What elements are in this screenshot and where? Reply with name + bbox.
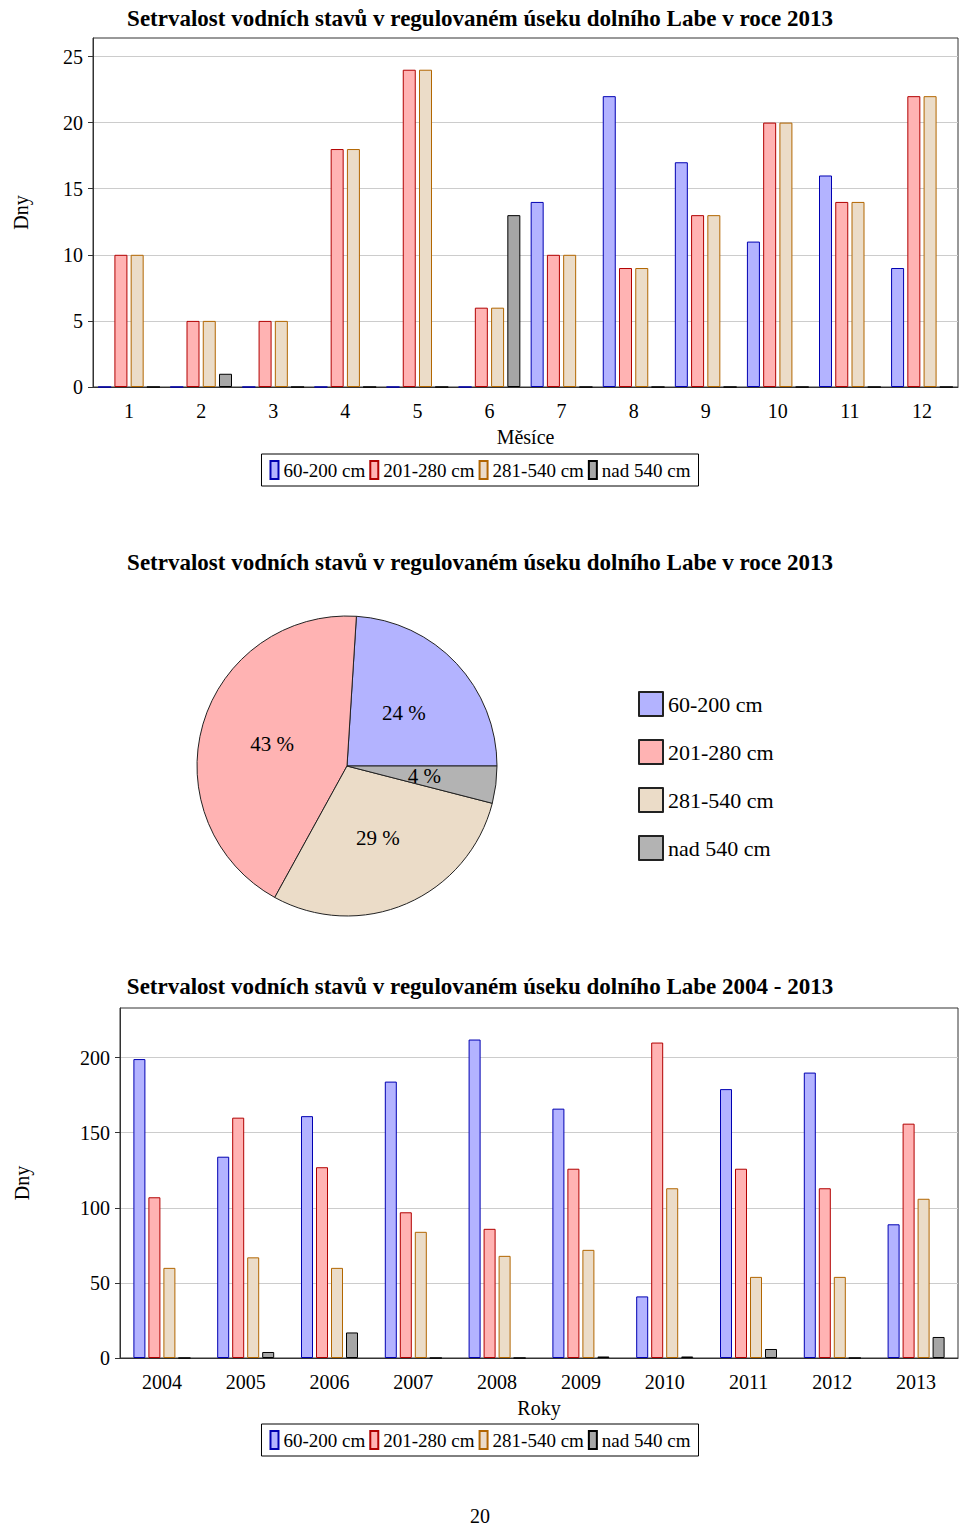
svg-text:2: 2	[196, 400, 206, 422]
svg-text:0: 0	[100, 1347, 110, 1369]
svg-text:nad 540 cm: nad 540 cm	[602, 460, 691, 481]
svg-text:Setrvalost vodních stavů v reg: Setrvalost vodních stavů v regulovaném ú…	[127, 6, 833, 31]
svg-text:43 %: 43 %	[250, 732, 294, 756]
svg-text:Dny: Dny	[10, 195, 33, 229]
svg-text:15: 15	[63, 178, 83, 200]
svg-text:4 %: 4 %	[408, 764, 441, 788]
svg-text:7: 7	[557, 400, 567, 422]
svg-text:Měsíce: Měsíce	[497, 426, 555, 448]
svg-text:2013: 2013	[896, 1371, 936, 1393]
svg-text:100: 100	[80, 1197, 110, 1219]
svg-text:281-540 cm: 281-540 cm	[493, 1430, 585, 1451]
svg-text:11: 11	[840, 400, 859, 422]
svg-text:9: 9	[701, 400, 711, 422]
svg-text:2005: 2005	[226, 1371, 266, 1393]
svg-text:60-200 cm: 60-200 cm	[283, 1430, 365, 1451]
svg-text:nad 540 cm: nad 540 cm	[668, 836, 771, 861]
svg-text:8: 8	[629, 400, 639, 422]
svg-text:2012: 2012	[812, 1371, 852, 1393]
svg-text:2008: 2008	[477, 1371, 517, 1393]
svg-text:1: 1	[124, 400, 134, 422]
svg-text:201-280 cm: 201-280 cm	[383, 460, 475, 481]
svg-text:201-280 cm: 201-280 cm	[383, 1430, 475, 1451]
svg-text:2006: 2006	[310, 1371, 350, 1393]
svg-text:5: 5	[412, 400, 422, 422]
svg-text:281-540 cm: 281-540 cm	[493, 460, 585, 481]
svg-text:20: 20	[63, 112, 83, 134]
svg-text:10: 10	[768, 400, 788, 422]
html-text:20: 20	[470, 1505, 490, 1527]
svg-text:5: 5	[73, 310, 83, 332]
svg-text:2007: 2007	[393, 1371, 433, 1393]
svg-text:12: 12	[912, 400, 932, 422]
svg-text:201-280 cm: 201-280 cm	[668, 740, 774, 765]
svg-text:4: 4	[340, 400, 350, 422]
svg-text:200: 200	[80, 1047, 110, 1069]
svg-text:Dny: Dny	[11, 1166, 34, 1200]
svg-text:2009: 2009	[561, 1371, 601, 1393]
svg-text:150: 150	[80, 1122, 110, 1144]
svg-text:60-200 cm: 60-200 cm	[668, 692, 763, 717]
svg-text:281-540 cm: 281-540 cm	[668, 788, 774, 813]
svg-text:10: 10	[63, 244, 83, 266]
svg-text:2011: 2011	[729, 1371, 768, 1393]
svg-text:25: 25	[63, 46, 83, 68]
svg-text:nad 540 cm: nad 540 cm	[602, 1430, 691, 1451]
svg-text:Setrvalost vodních stavů v reg: Setrvalost vodních stavů v regulovaném ú…	[127, 550, 833, 575]
svg-text:2004: 2004	[142, 1371, 182, 1393]
svg-text:3: 3	[268, 400, 278, 422]
svg-text:Roky: Roky	[517, 1397, 560, 1420]
svg-text:24 %: 24 %	[382, 701, 426, 725]
svg-text:50: 50	[90, 1272, 110, 1294]
svg-text:60-200 cm: 60-200 cm	[283, 460, 365, 481]
svg-text:29 %: 29 %	[356, 826, 400, 850]
svg-text:6: 6	[484, 400, 494, 422]
svg-text:2010: 2010	[645, 1371, 685, 1393]
svg-text:0: 0	[73, 376, 83, 398]
svg-text:Setrvalost vodních stavů v reg: Setrvalost vodních stavů v regulovaném ú…	[127, 974, 833, 999]
